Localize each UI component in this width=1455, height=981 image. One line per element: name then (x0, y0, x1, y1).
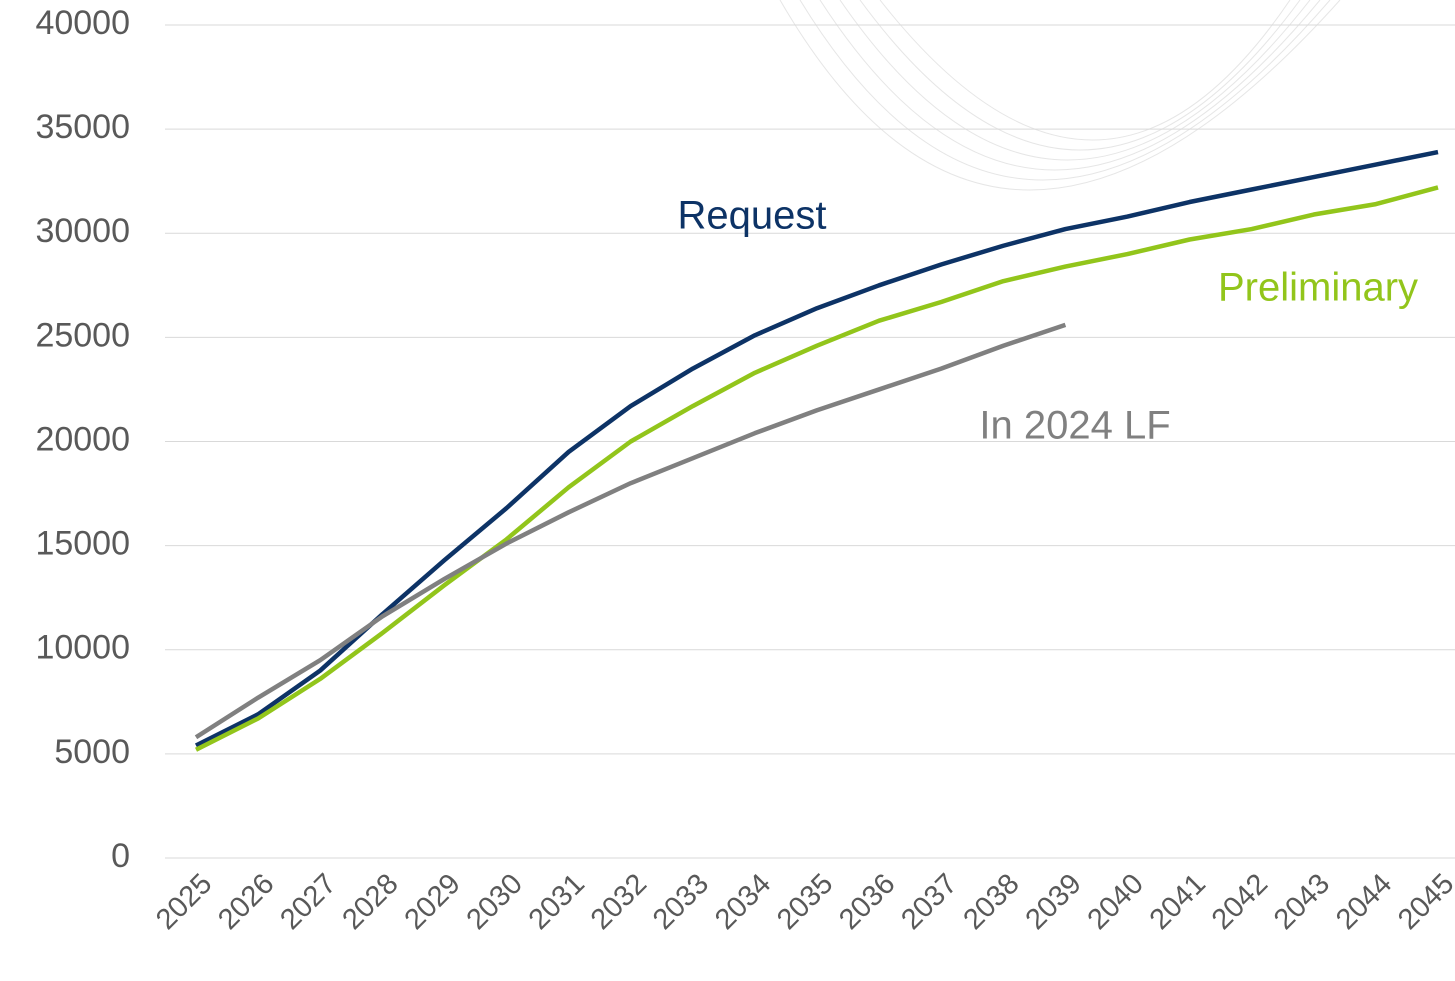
labels: 0 5000 10000 15000 20000 25000 30000 35000 40000… (35, 4, 1455, 936)
y-tick-label: 25000 (35, 316, 130, 354)
series-line (196, 152, 1438, 746)
x-tick-label: 2025 (150, 868, 218, 936)
x-tick-label: 2026 (212, 868, 280, 936)
y-tick-label: 0 (111, 837, 130, 875)
x-tick-label: 2044 (1330, 868, 1398, 936)
decoration (780, 0, 1340, 190)
series-label: Preliminary (1218, 266, 1418, 310)
x-tick-label: 2029 (399, 868, 467, 936)
lines (196, 152, 1438, 750)
x-tick-label: 2036 (833, 868, 901, 936)
chart: 0 5000 10000 15000 20000 25000 30000 35000 40000… (0, 0, 1455, 981)
y-tick-label: 40000 (35, 4, 130, 42)
series-label: Request (678, 194, 827, 238)
grid (165, 25, 1455, 858)
y-tick-label: 20000 (35, 420, 130, 458)
x-tick-label: 2042 (1206, 868, 1274, 936)
y-tick-label: 15000 (35, 525, 130, 563)
x-tick-label: 2037 (895, 868, 963, 936)
x-tick-label: 2033 (647, 868, 715, 936)
x-tick-label: 2032 (585, 868, 653, 936)
x-tick-label: 2040 (1082, 868, 1150, 936)
x-tick-label: 2030 (461, 868, 529, 936)
x-tick-label: 2035 (771, 868, 839, 936)
x-tick-label: 2031 (523, 868, 591, 936)
x-tick-label: 2045 (1392, 868, 1455, 936)
x-tick-label: 2038 (957, 868, 1025, 936)
y-tick-label: 30000 (35, 212, 130, 250)
x-tick-label: 2027 (274, 868, 342, 936)
x-tick-label: 2028 (336, 868, 404, 936)
x-tick-label: 2039 (1020, 868, 1088, 936)
series-label: In 2024 LF (979, 404, 1170, 448)
x-tick-label: 2041 (1144, 868, 1212, 936)
x-tick-label: 2043 (1268, 868, 1336, 936)
y-tick-label: 35000 (35, 108, 130, 146)
y-tick-label: 5000 (54, 733, 130, 771)
y-tick-label: 10000 (35, 629, 130, 667)
x-tick-label: 2034 (709, 868, 777, 936)
